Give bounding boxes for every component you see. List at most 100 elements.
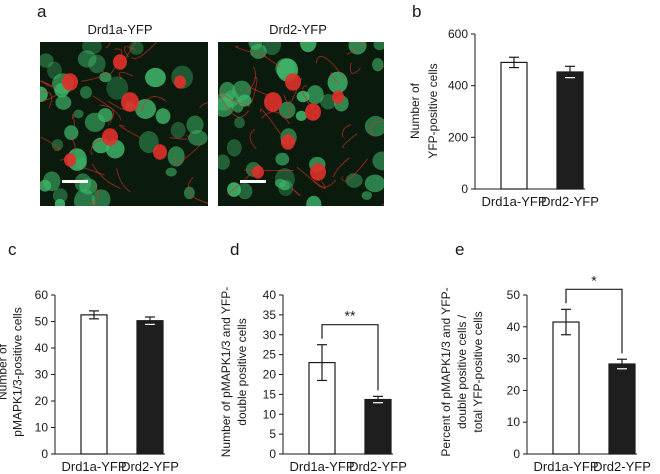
chart-e: 0 10 20 30 40 50 Percent of pMAPK1/3 and YFP-d… (439, 272, 651, 474)
yfp-cell (64, 125, 79, 141)
category-label: Drd2-YFP (121, 459, 179, 474)
y-tick-label: 10 (507, 415, 521, 429)
category-label: Drd1a-YFP (481, 194, 546, 209)
pmapk-process (91, 163, 121, 189)
yfp-cell (188, 130, 208, 146)
yfp-cell (279, 101, 296, 119)
pmapk-cell (113, 54, 127, 70)
pmapk-process (315, 55, 346, 79)
pmapk-cell (102, 128, 118, 146)
y-axis-label: Number of (408, 82, 422, 139)
yfp-cell (79, 86, 92, 99)
yfp-cell (275, 152, 290, 166)
y-tick-label: 0 (41, 447, 48, 461)
pmapk-process (330, 72, 340, 85)
bar-Drd2-YFP (556, 71, 584, 190)
scale-bar (240, 180, 266, 183)
pmapk-process (118, 71, 133, 80)
micrograph-background (40, 42, 208, 206)
y-axis-label: YFP-positive cells (426, 63, 440, 158)
yfp-cell (52, 188, 68, 203)
y-axis-label: total YFP-positive cells (471, 311, 485, 432)
y-axis-label: pMAPK1/3-positive cells (11, 307, 25, 436)
panel-letter-a: a (37, 2, 47, 21)
yfp-cell (373, 42, 384, 51)
pmapk-cell (62, 73, 78, 91)
pmapk-process (81, 70, 105, 82)
category-label: Drd1a-YFP (61, 459, 126, 474)
y-tick-label: 50 (35, 315, 49, 329)
y-tick-label: 30 (263, 328, 277, 342)
yfp-cell (237, 183, 253, 200)
panel-letter-e: e (455, 240, 465, 259)
yfp-cell (361, 191, 373, 200)
panel-letter-d: d (230, 240, 240, 259)
y-axis-label: Number of pMAPK1/3 and YFP- (219, 287, 233, 458)
pmapk-cell (305, 103, 321, 121)
pmapk-cell (332, 90, 344, 104)
yfp-cell (234, 116, 245, 129)
yfp-cell (88, 54, 106, 74)
significance-label: * (591, 272, 597, 288)
chart-c: 0 10 20 30 40 50 60 Number of pMAPK1/3-positive … (0, 288, 179, 474)
bar-Drd2-YFP (364, 398, 392, 455)
yfp-cell (262, 42, 282, 56)
pmapk-process (116, 168, 131, 193)
bar-Drd1a-YFP (80, 314, 108, 455)
pmapk-process (105, 42, 111, 49)
yfp-cell (84, 112, 106, 132)
y-tick-label: 25 (263, 348, 277, 362)
micrograph-label-drd1a: Drd1a-YFP (87, 22, 153, 37)
pmapk-cell (121, 92, 139, 112)
yfp-cell (43, 171, 61, 192)
y-tick-label: 40 (263, 288, 277, 302)
yfp-cell (106, 76, 129, 100)
micrograph-label-drd2: Drd2-YFP (269, 22, 327, 37)
y-tick-label: 5 (269, 427, 276, 441)
y-tick-label: 10 (35, 421, 49, 435)
y-tick-label: 600 (448, 27, 468, 41)
chart-d: 0 5 10 15 20 25 30 35 40 Number of pMAPK1/3 and Y… (219, 287, 407, 474)
pmapk-process (88, 184, 99, 205)
category-label: Drd2-YFP (593, 459, 651, 474)
pmapk-process (221, 89, 251, 107)
pmapk-process (296, 166, 327, 190)
y-tick-label: 60 (35, 288, 49, 302)
yfp-cell (279, 180, 291, 191)
yfp-cell (129, 42, 144, 55)
pmapk-cell (281, 134, 295, 150)
yfp-cell (73, 109, 84, 119)
yfp-cell (165, 167, 177, 177)
micrograph-drd2-yfp (218, 42, 384, 206)
pmapk-process (99, 104, 115, 125)
chart-b: 0 200 400 600 Number of YFP-positive cells Drd… (408, 27, 599, 209)
yfp-cell (40, 86, 48, 103)
yfp-cell (295, 110, 307, 121)
pmapk-process (92, 202, 98, 206)
yfp-cell (81, 42, 102, 55)
yfp-cell (77, 50, 97, 68)
yfp-cell (40, 53, 54, 68)
yfp-cell (372, 151, 384, 171)
yfp-cell (54, 198, 66, 206)
yfp-cell (51, 139, 64, 151)
micrograph-drd1a-yfp (40, 42, 208, 206)
pmapk-process (118, 124, 142, 139)
pmapk-process (40, 91, 53, 109)
pmapk-process (246, 66, 257, 94)
pmapk-process (140, 95, 167, 112)
y-tick-label: 30 (507, 352, 521, 366)
pmapk-process (346, 42, 367, 55)
pmapk-process (370, 120, 384, 137)
y-tick-label: 0 (513, 447, 520, 461)
y-tick-label: 40 (35, 341, 49, 355)
yfp-cell (74, 188, 95, 206)
y-tick-label: 20 (35, 394, 49, 408)
pmapk-process (342, 133, 358, 149)
yfp-cell (186, 115, 204, 135)
yfp-cell (299, 42, 317, 53)
pmapk-process (187, 176, 208, 204)
significance-label: ** (345, 308, 356, 324)
bar-Drd1a-YFP (500, 61, 528, 190)
y-tick-label: 0 (461, 182, 468, 196)
